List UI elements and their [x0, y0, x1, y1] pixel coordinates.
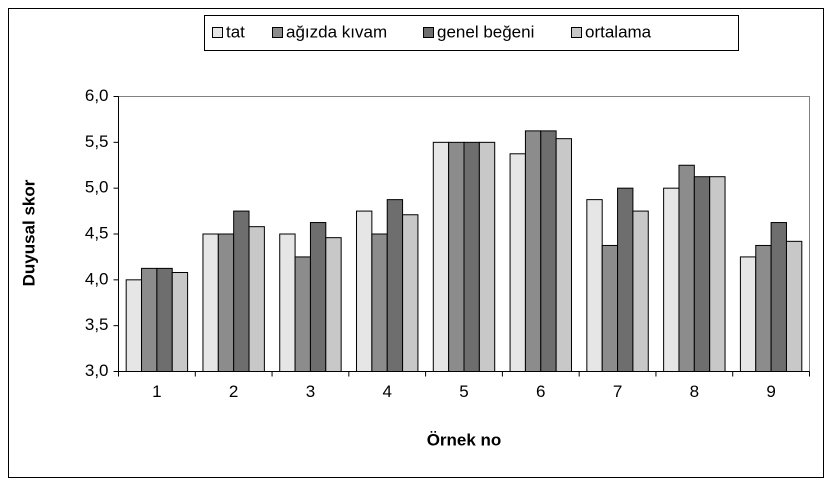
y-tick-label: 3,5: [85, 315, 109, 334]
y-tick-label: 4,5: [85, 223, 109, 242]
y-tick-label: 5,0: [85, 178, 109, 197]
bar: [279, 233, 296, 372]
bar: [601, 244, 619, 372]
bar: [739, 256, 757, 372]
x-tick-label: 1: [152, 382, 161, 401]
x-tick-label: 8: [690, 382, 699, 401]
bar: [356, 210, 373, 372]
x-tick-label: 4: [382, 382, 391, 401]
bar: [586, 199, 603, 372]
legend-label: ortalama: [585, 22, 652, 41]
legend-label: tat: [226, 22, 245, 41]
bar: [509, 153, 526, 372]
bar: [785, 240, 803, 372]
bar: [432, 141, 450, 372]
legend-swatch: [272, 27, 283, 38]
legend-label: ağızda kıvam: [286, 22, 387, 41]
bar: [386, 199, 404, 372]
y-tick-label: 3,0: [85, 361, 109, 380]
bar: [770, 222, 787, 372]
bar: [325, 237, 342, 372]
y-tick-label: 4,0: [85, 269, 109, 288]
y-axis-label: Duyusal skor: [19, 179, 38, 286]
bar: [540, 130, 557, 372]
legend-swatch: [571, 27, 582, 38]
bar: [632, 210, 649, 372]
bar: [678, 164, 695, 372]
bar: [171, 272, 189, 372]
bar: [555, 138, 572, 372]
bar: [141, 267, 158, 372]
bar: [217, 233, 235, 372]
legend-swatch: [423, 27, 434, 38]
x-axis-label: Örnek no: [427, 430, 502, 449]
bar: [294, 256, 311, 372]
bar: [248, 226, 265, 372]
x-tick-label: 2: [229, 382, 238, 401]
bar: [448, 141, 465, 372]
bar: [617, 187, 634, 372]
bar: [156, 267, 173, 372]
bar: [755, 244, 772, 372]
y-tick-label: 5,5: [85, 132, 109, 151]
bar: [309, 222, 327, 372]
bar: [233, 210, 250, 372]
x-tick-label: 7: [613, 382, 622, 401]
x-tick-label: 3: [306, 382, 315, 401]
bar: [125, 279, 143, 373]
x-tick-label: 9: [766, 382, 775, 401]
x-tick-label: 6: [536, 382, 545, 401]
bar: [371, 233, 388, 372]
bar: [202, 233, 219, 372]
bar: [463, 141, 480, 372]
legend-box: [204, 15, 739, 51]
bar: [524, 130, 542, 372]
bar: [402, 214, 419, 372]
y-tick-label: 6,0: [85, 86, 109, 105]
legend-swatch: [212, 27, 223, 38]
bar: [693, 176, 711, 372]
bar: [663, 187, 680, 372]
x-tick-label: 5: [459, 382, 468, 401]
bar: [478, 141, 496, 372]
bar: [709, 176, 726, 372]
legend-label: genel beğeni: [437, 22, 534, 41]
